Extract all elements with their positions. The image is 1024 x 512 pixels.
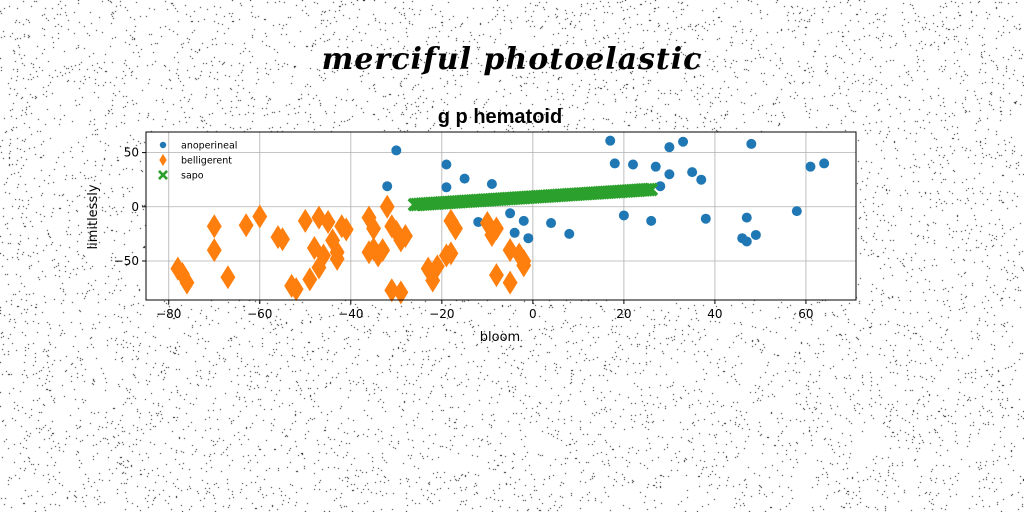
point	[746, 138, 757, 149]
point	[384, 278, 400, 303]
point	[489, 263, 504, 288]
point	[516, 253, 532, 278]
point	[275, 227, 290, 252]
point	[459, 173, 470, 184]
point	[391, 145, 402, 156]
legend-item: anoperineal	[159, 141, 237, 152]
point	[700, 213, 711, 224]
point	[311, 255, 327, 280]
x-tick-label: −20	[429, 307, 454, 321]
point	[206, 214, 222, 239]
point	[644, 182, 659, 197]
point	[441, 159, 452, 170]
point	[329, 246, 345, 271]
x-tick-label: −40	[338, 307, 363, 321]
point	[546, 218, 557, 229]
point	[791, 206, 802, 217]
point	[486, 179, 497, 190]
point	[443, 241, 459, 266]
point	[448, 216, 463, 241]
legend-marker	[158, 170, 168, 180]
point	[618, 210, 629, 221]
legend-label: anoperineal	[181, 141, 237, 152]
y-axis-label: limitlessly	[86, 184, 101, 249]
legend-item: sapo	[158, 170, 204, 182]
point	[302, 267, 318, 292]
legend-label: belligerent	[181, 156, 232, 167]
point	[320, 209, 336, 234]
series-sapo	[407, 182, 659, 212]
point	[505, 208, 516, 219]
point	[627, 159, 638, 170]
y-tick-label: −50	[114, 254, 139, 268]
point	[509, 227, 520, 238]
point	[819, 158, 830, 169]
point	[741, 212, 752, 223]
point	[238, 213, 254, 238]
point	[179, 270, 195, 295]
point	[605, 135, 616, 146]
axis-ticks: −80 −60 −40 −20 0 20 40 60 −50 0 50	[114, 146, 814, 321]
series-anoperineal	[382, 135, 830, 247]
point	[650, 161, 661, 172]
point	[288, 277, 304, 302]
point	[441, 182, 452, 193]
legend-marker	[159, 154, 167, 166]
x-tick-label: 0	[529, 307, 537, 321]
point	[646, 215, 657, 226]
point	[429, 254, 445, 279]
point	[609, 158, 620, 169]
point	[696, 174, 707, 185]
x-tick-label: 60	[798, 307, 813, 321]
point	[502, 270, 518, 295]
plot-frame	[145, 131, 857, 301]
legend-item: belligerent	[159, 154, 232, 167]
point	[316, 243, 331, 268]
figure-title: merciful photoelastic	[321, 42, 703, 77]
legend-label: sapo	[181, 171, 204, 182]
y-tick-label: 50	[124, 146, 139, 160]
y-tick-label: 0	[131, 200, 139, 214]
point	[511, 242, 527, 267]
point	[687, 167, 698, 178]
point	[664, 169, 675, 180]
point	[518, 215, 529, 226]
point	[297, 208, 313, 233]
point	[382, 181, 393, 192]
point	[338, 217, 354, 242]
legend: anoperineal belligerent sapo	[158, 141, 237, 182]
point	[393, 280, 409, 305]
point	[379, 194, 395, 219]
point	[252, 204, 268, 229]
point	[750, 229, 761, 240]
point	[366, 216, 382, 241]
point	[502, 238, 518, 263]
point	[206, 238, 222, 263]
point	[397, 224, 413, 249]
point	[664, 142, 675, 153]
legend-marker	[159, 141, 167, 149]
x-tick-label: 20	[616, 307, 631, 321]
point	[220, 265, 236, 290]
point	[805, 161, 816, 172]
x-tick-label: 40	[707, 307, 722, 321]
point	[375, 238, 391, 263]
point	[678, 136, 689, 147]
chart-title: g p hematoid	[438, 106, 562, 128]
point	[564, 228, 575, 239]
point	[489, 216, 504, 241]
series-belligerent	[170, 194, 532, 305]
x-axis-label: bloom	[480, 330, 520, 345]
x-tick-label: −80	[156, 307, 181, 321]
point	[523, 233, 534, 244]
point	[655, 181, 666, 192]
point	[741, 236, 752, 247]
chart-marks	[170, 135, 830, 305]
point	[473, 216, 484, 227]
x-tick-label: −60	[247, 307, 272, 321]
